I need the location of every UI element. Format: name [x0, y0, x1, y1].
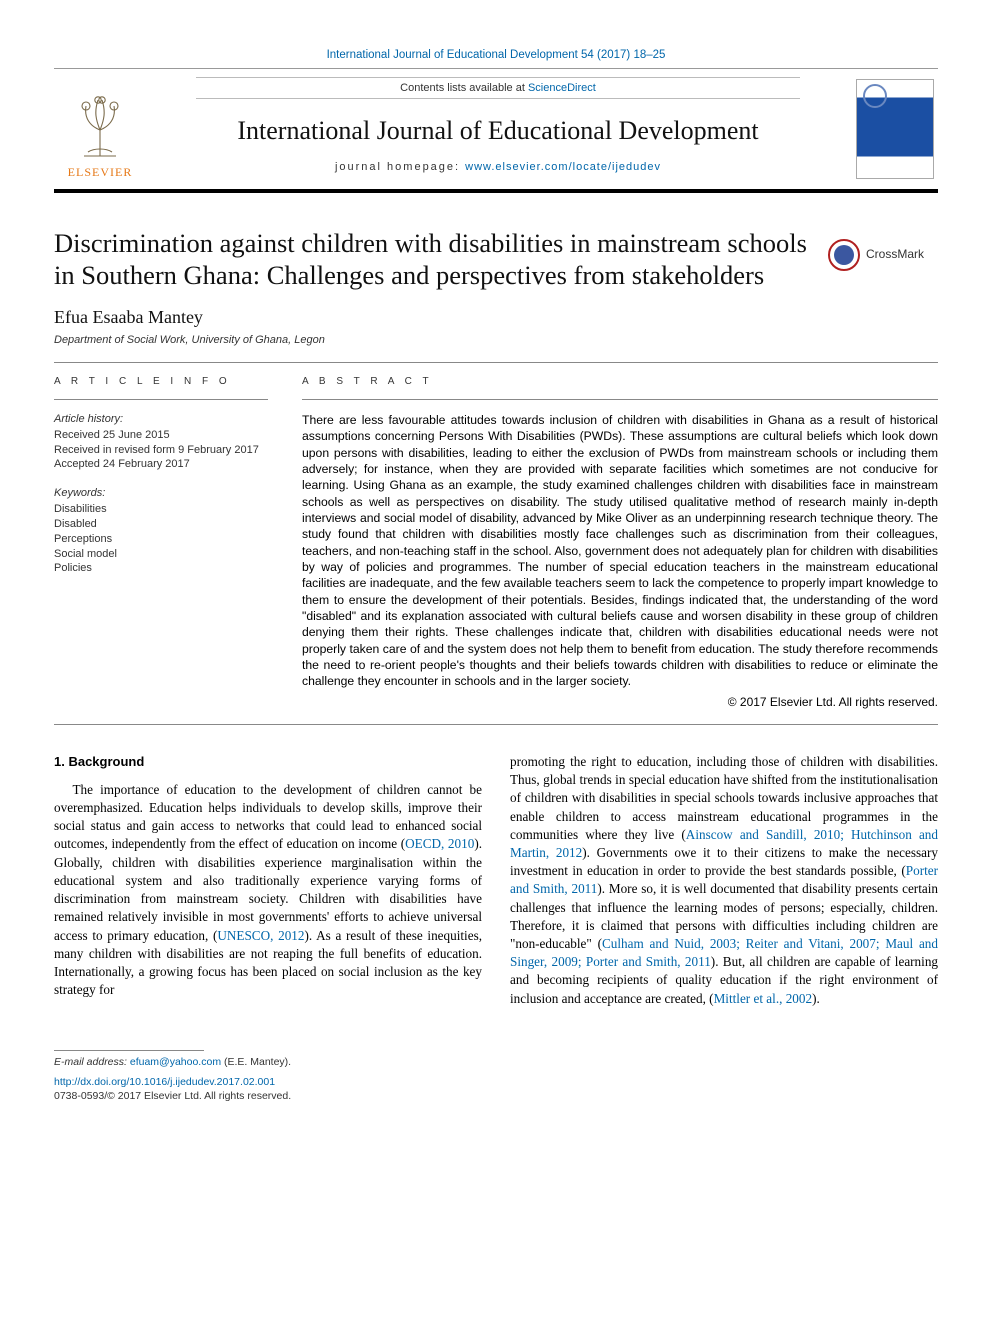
footnote-rule: [54, 1050, 204, 1051]
body-paragraph: promoting the right to education, includ…: [510, 753, 938, 1008]
history-revised: Received in revised form 9 February 2017: [54, 443, 268, 458]
keyword: Social model: [54, 547, 268, 562]
contents-prefix: Contents lists available at: [400, 82, 528, 94]
title-row: Discrimination against children with dis…: [54, 227, 938, 292]
homepage-link[interactable]: www.elsevier.com/locate/ijedudev: [465, 161, 661, 173]
corresponding-email: E-mail address: efuam@yahoo.com (E.E. Ma…: [54, 1055, 938, 1069]
article-info-heading: A R T I C L E I N F O: [54, 375, 268, 389]
journal-cover: [846, 69, 938, 187]
publisher-name: ELSEVIER: [68, 164, 133, 180]
citation-link[interactable]: Mittler et al., 2002: [714, 991, 813, 1006]
article-info: A R T I C L E I N F O Article history: R…: [54, 375, 268, 710]
cover-thumbnail: [856, 79, 934, 179]
body-paragraph: The importance of education to the devel…: [54, 781, 482, 1000]
email-label: E-mail address:: [54, 1056, 130, 1068]
keyword: Perceptions: [54, 532, 268, 547]
history-accepted: Accepted 24 February 2017: [54, 457, 268, 472]
citation-link[interactable]: OECD, 2010: [405, 836, 474, 851]
citation-link[interactable]: International Journal of Educational Dev…: [327, 49, 666, 61]
crossmark-icon: [828, 239, 860, 271]
text-run: ).: [812, 991, 820, 1006]
section-heading: 1. Background: [54, 753, 482, 771]
history-received: Received 25 June 2015: [54, 428, 268, 443]
header-center: Contents lists available at ScienceDirec…: [150, 69, 846, 187]
journal-homepage: journal homepage: www.elsevier.com/locat…: [156, 160, 840, 175]
header-rule: [54, 189, 938, 193]
journal-title: International Journal of Educational Dev…: [156, 113, 840, 148]
citation-link[interactable]: UNESCO, 2012: [217, 928, 304, 943]
doi-line: http://dx.doi.org/10.1016/j.ijedudev.201…: [54, 1075, 938, 1089]
abstract-heading: A B S T R A C T: [302, 375, 938, 389]
crossmark-badge[interactable]: CrossMark: [828, 227, 938, 271]
article-title: Discrimination against children with dis…: [54, 227, 810, 292]
rule-above-meta: [54, 362, 938, 363]
body-columns: 1. Background The importance of educatio…: [54, 753, 938, 1008]
citation-line: International Journal of Educational Dev…: [54, 48, 938, 64]
journal-header: ELSEVIER Contents lists available at Sci…: [54, 68, 938, 187]
body-col-left: 1. Background The importance of educatio…: [54, 753, 482, 1008]
abstract-block: A B S T R A C T There are less favourabl…: [302, 375, 938, 710]
abstract-text: There are less favourable attitudes towa…: [302, 412, 938, 690]
abstract-copyright: © 2017 Elsevier Ltd. All rights reserved…: [302, 694, 938, 710]
history-label: Article history:: [54, 412, 268, 427]
author-affiliation: Department of Social Work, University of…: [54, 333, 938, 348]
email-link[interactable]: efuam@yahoo.com: [130, 1056, 221, 1068]
elsevier-tree-icon: [64, 90, 136, 162]
cover-ring-icon: [863, 84, 887, 108]
publisher-logo: ELSEVIER: [54, 69, 150, 187]
keywords-label: Keywords:: [54, 486, 268, 501]
crossmark-label: CrossMark: [866, 246, 924, 262]
issn-copyright: 0738-0593/© 2017 Elsevier Ltd. All right…: [54, 1089, 938, 1103]
author-name: Efua Esaaba Mantey: [54, 305, 938, 329]
page-root: International Journal of Educational Dev…: [0, 0, 992, 1143]
sciencedirect-link[interactable]: ScienceDirect: [528, 82, 596, 94]
contents-available: Contents lists available at ScienceDirec…: [196, 77, 800, 100]
doi-link[interactable]: http://dx.doi.org/10.1016/j.ijedudev.201…: [54, 1076, 275, 1088]
page-footer: E-mail address: efuam@yahoo.com (E.E. Ma…: [54, 1050, 938, 1104]
keyword: Disabilities: [54, 502, 268, 517]
rule-below-abstract: [54, 724, 938, 725]
rule-abstract: [302, 399, 938, 400]
body-col-right: promoting the right to education, includ…: [510, 753, 938, 1008]
keyword: Policies: [54, 561, 268, 576]
rule-info: [54, 399, 268, 400]
meta-abstract-row: A R T I C L E I N F O Article history: R…: [54, 375, 938, 710]
keywords-block: Keywords: Disabilities Disabled Percepti…: [54, 486, 268, 576]
homepage-prefix: journal homepage:: [335, 161, 465, 173]
email-suffix: (E.E. Mantey).: [221, 1056, 291, 1068]
keyword: Disabled: [54, 517, 268, 532]
